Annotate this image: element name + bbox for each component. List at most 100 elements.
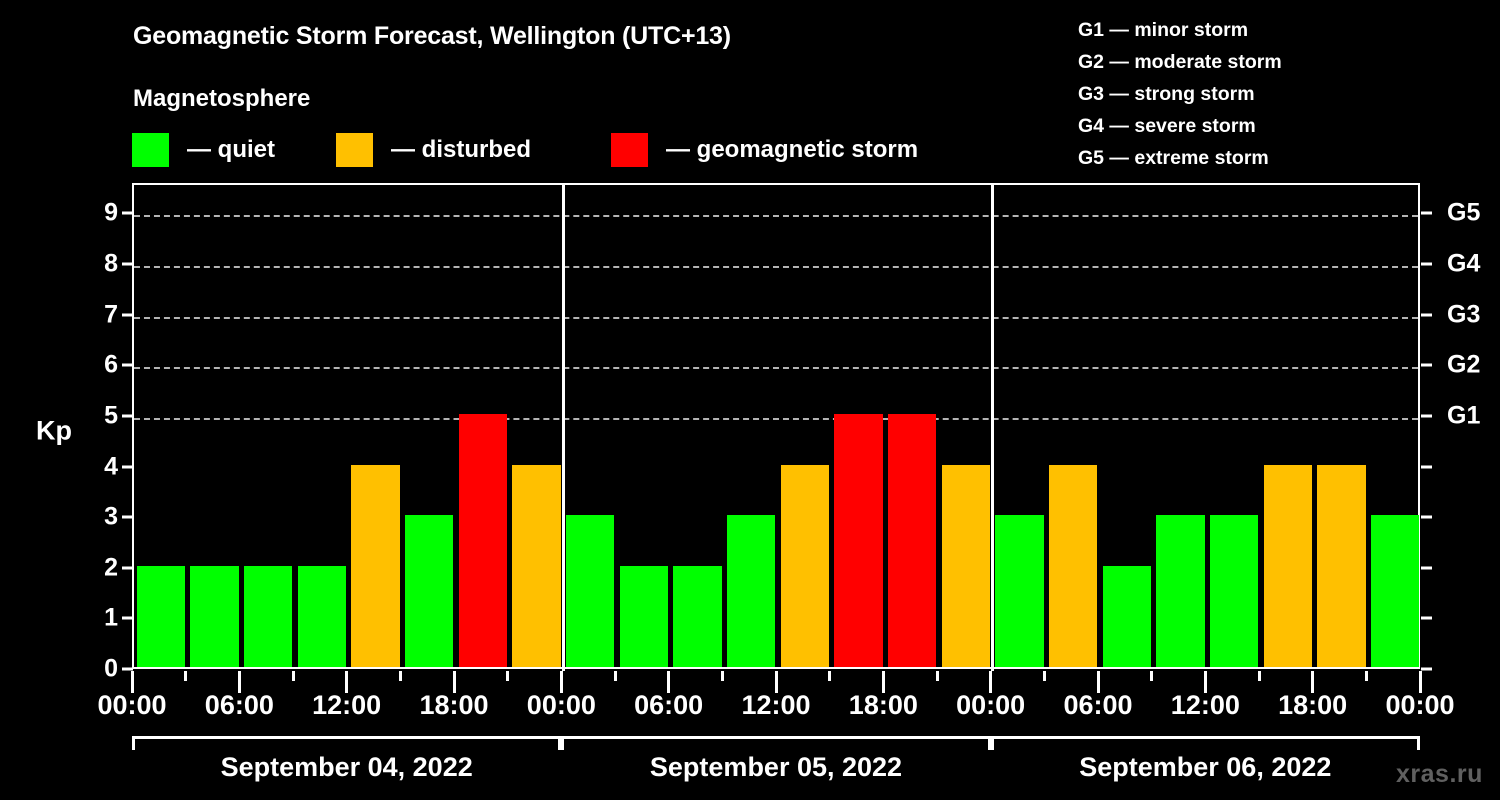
x-tick-mark-8 [559,671,563,693]
bar-3[interactable] [297,565,347,667]
y-tick-mark-2 [122,566,133,570]
bar-16[interactable] [995,515,1044,667]
y-tick-label-5: 5 [104,401,118,430]
day-label-3: September 06, 2022 [1079,752,1332,782]
x-tick-mark-1 [184,671,188,681]
bar-4[interactable] [351,464,400,667]
y-tick-label-7: 7 [104,300,118,329]
bar-5[interactable] [404,515,454,667]
y-tick-label-9: 9 [104,198,118,227]
x-tick-mark-0 [130,671,134,693]
legend-entry-disturbed: — disturbed [336,132,531,168]
bar-23[interactable] [1370,515,1420,667]
x-tick-mark-21 [1257,671,1261,681]
right-tick-mark-kp-7 [1421,313,1432,317]
bar-22[interactable] [1317,464,1366,667]
bar-2[interactable] [243,565,293,667]
gridline-kp-6 [134,367,1418,370]
legend-swatch-storm-icon [611,133,648,167]
x-tick-mark-19 [1150,671,1154,681]
x-tick-mark-5 [398,671,402,681]
right-axis-label-G5: G5 [1447,198,1481,227]
x-tick-mark-6 [452,671,456,693]
x-tick-label-9: 06:00 [1063,690,1133,720]
bar-13[interactable] [834,413,883,667]
y-tick-label-3: 3 [104,502,118,531]
gridline-kp-8 [134,266,1418,268]
x-tick-label-8: 00:00 [956,690,1026,720]
g-scale-row-5: G5 — extreme storm [1078,147,1269,169]
y-tick-label-8: 8 [104,249,118,278]
day-bracket-1 [132,736,562,750]
y-tick-mark-3 [122,515,133,519]
g-scale-row-1: G1 — minor storm [1078,19,1249,41]
y-axis-title: Kp [36,415,72,446]
x-tick-mark-2 [237,671,241,693]
x-tick-label-4: 00:00 [526,690,596,720]
y-tick-label-0: 0 [104,654,118,683]
x-tick-mark-17 [1042,671,1046,681]
x-tick-mark-13 [828,671,832,681]
bar-0[interactable] [136,565,186,667]
bar-15[interactable] [941,464,991,667]
bar-7[interactable] [512,464,561,667]
bar-14[interactable] [887,413,937,667]
bar-21[interactable] [1263,464,1313,667]
right-tick-mark-kp-2 [1421,566,1432,570]
x-tick-mark-14 [881,671,885,693]
right-tick-mark-kp-8 [1421,262,1432,266]
bar-8[interactable] [565,515,615,667]
bar-9[interactable] [619,565,669,667]
x-tick-mark-3 [291,671,295,681]
g-scale-row-4: G4 — severe storm [1078,115,1256,137]
y-tick-mark-0 [122,667,133,671]
y-tick-mark-8 [122,262,133,266]
x-tick-mark-7 [506,671,510,681]
x-tick-mark-15 [935,671,939,681]
day-separator-1 [561,185,565,671]
x-tick-mark-23 [1364,671,1368,681]
gridline-kp-9 [134,215,1418,218]
right-tick-mark-kp-0 [1421,667,1432,671]
bar-11[interactable] [726,515,776,667]
x-tick-mark-22 [1311,671,1315,693]
right-tick-mark-kp-3 [1421,515,1432,519]
day-label-2: September 05, 2022 [649,752,903,782]
bar-18[interactable] [1102,565,1152,667]
gridline-kp-5 [134,417,1418,420]
day-bracket-3 [990,736,1420,750]
day-bracket-2 [561,736,991,750]
right-tick-mark-kp-5 [1421,414,1432,418]
x-tick-mark-9 [613,671,617,681]
y-tick-mark-5 [122,414,133,418]
bar-20[interactable] [1209,515,1259,667]
right-tick-mark-kp-9 [1421,211,1432,215]
legend-entry-storm: — geomagnetic storm [611,132,918,168]
x-tick-label-12: 00:00 [1385,690,1455,720]
y-tick-label-6: 6 [104,350,118,379]
x-tick-mark-12 [774,671,778,693]
x-tick-mark-18 [1096,671,1100,693]
day-label-1: September 04, 2022 [220,752,473,782]
y-tick-label-2: 2 [104,553,118,582]
y-tick-mark-4 [122,465,133,468]
x-tick-mark-20 [1203,671,1207,693]
legend-label-quiet: — quiet [187,136,275,163]
right-axis-label-G4: G4 [1447,249,1481,278]
bar-1[interactable] [190,565,239,667]
x-tick-label-5: 06:00 [634,690,704,720]
x-tick-label-11: 18:00 [1278,690,1348,720]
x-tick-mark-11 [720,671,724,681]
legend-swatch-quiet-icon [132,133,169,167]
chart-subtitle: Magnetosphere [133,85,311,112]
bar-19[interactable] [1156,515,1205,667]
bar-10[interactable] [673,565,722,667]
x-tick-mark-16 [989,671,993,693]
page-title: Geomagnetic Storm Forecast, Wellington (… [133,22,731,50]
bar-12[interactable] [780,464,830,667]
x-tick-label-7: 18:00 [848,690,918,720]
plot-area [132,183,1420,671]
bar-17[interactable] [1048,464,1098,667]
bar-6[interactable] [458,413,508,667]
